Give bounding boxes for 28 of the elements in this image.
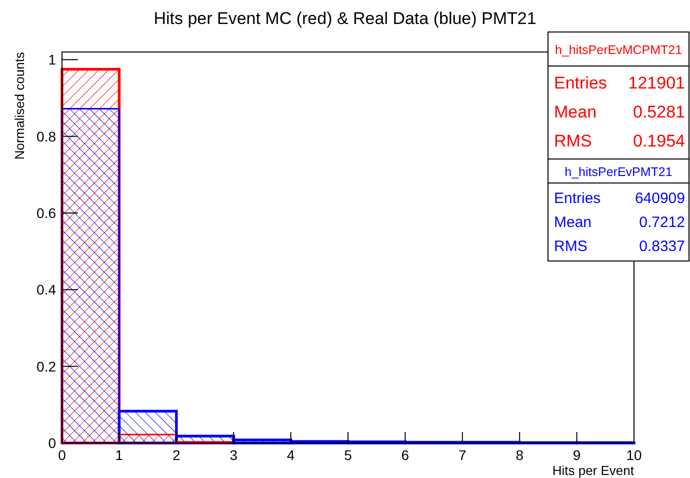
- x-tick-label: 6: [401, 447, 410, 463]
- x-tick-label: 0: [58, 447, 66, 463]
- y-tick-label: 0: [48, 435, 56, 451]
- x-tick-label: 7: [458, 447, 466, 463]
- y-tick-label: 0.4: [36, 282, 56, 298]
- x-tick-label: 5: [344, 447, 352, 463]
- x-tick-label: 4: [286, 447, 295, 463]
- text: RMS 0.1954: [554, 132, 685, 150]
- text: Entries 121901: [554, 74, 685, 92]
- x-tick-label: 10: [626, 447, 642, 463]
- text: Entries 640909: [554, 190, 685, 207]
- chart-title: Hits per Event MC (red) & Real Data (blue) PMT21: [154, 9, 536, 28]
- x-tick-label: 2: [172, 447, 180, 463]
- text: Mean 0.5281: [554, 102, 685, 122]
- y-tick-label: 1: [48, 52, 56, 68]
- y-axis-title: Normalised counts: [12, 52, 27, 160]
- y-tick-label: 0.6: [36, 205, 56, 221]
- text: Mean 0.7212: [554, 214, 685, 231]
- x-tick-label: 3: [230, 447, 238, 463]
- x-axis-title: Hits per Event: [552, 463, 634, 478]
- text: h_hitsPerEvPMT21: [564, 165, 672, 179]
- x-tick-label: 1: [115, 447, 124, 463]
- y-tick-label: 0.2: [36, 358, 56, 374]
- y-tick-label: 0.8: [36, 128, 56, 144]
- x-tick-label: 9: [572, 447, 581, 463]
- text: h_hitsPerEvMCPMT21: [554, 43, 682, 57]
- x-tick-label: 8: [516, 447, 524, 463]
- text: RMS 0.8337: [554, 238, 685, 255]
